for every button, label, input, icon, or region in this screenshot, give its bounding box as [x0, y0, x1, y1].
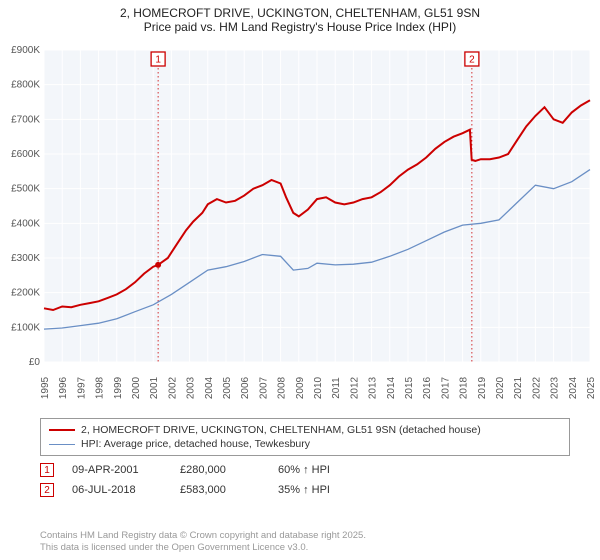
transaction-price: £583,000 [180, 484, 260, 496]
svg-text:2025: 2025 [586, 376, 597, 399]
svg-text:£200K: £200K [11, 288, 40, 299]
svg-text:1997: 1997 [76, 376, 87, 399]
footer-line1: Contains HM Land Registry data © Crown c… [40, 530, 366, 542]
svg-text:2006: 2006 [240, 376, 251, 399]
legend: 2, HOMECROFT DRIVE, UCKINGTON, CHELTENHA… [40, 418, 570, 456]
transaction-date: 06-JUL-2018 [72, 484, 162, 496]
svg-text:2001: 2001 [149, 376, 160, 399]
svg-text:£500K: £500K [11, 184, 40, 195]
svg-text:2024: 2024 [568, 376, 579, 399]
svg-text:2018: 2018 [459, 376, 470, 399]
svg-text:2016: 2016 [422, 376, 433, 399]
svg-text:£700K: £700K [11, 114, 40, 125]
svg-text:2014: 2014 [386, 376, 397, 399]
title-subtitle: Price paid vs. HM Land Registry's House … [10, 20, 590, 34]
title-address: 2, HOMECROFT DRIVE, UCKINGTON, CHELTENHA… [10, 6, 590, 20]
svg-text:2012: 2012 [349, 376, 360, 399]
svg-text:£900K: £900K [11, 45, 40, 56]
svg-text:2019: 2019 [477, 376, 488, 399]
transaction-row: 2 06-JUL-2018 £583,000 35% ↑ HPI [40, 480, 570, 500]
svg-text:2022: 2022 [531, 376, 542, 399]
footer-attribution: Contains HM Land Registry data © Crown c… [40, 530, 366, 554]
transaction-date: 09-APR-2001 [72, 464, 162, 476]
svg-text:2020: 2020 [495, 376, 506, 399]
legend-swatch [49, 429, 75, 431]
svg-text:£400K: £400K [11, 218, 40, 229]
transaction-marker-icon: 2 [40, 483, 54, 497]
svg-text:2010: 2010 [313, 376, 324, 399]
chart-svg: £0 £100K £200K £300K £400K £500K £600K £700K £80… [0, 36, 600, 416]
svg-text:2005: 2005 [222, 376, 233, 399]
svg-text:1999: 1999 [113, 376, 124, 399]
footer-line2: This data is licensed under the Open Gov… [40, 542, 366, 554]
transaction-price: £280,000 [180, 464, 260, 476]
legend-item: HPI: Average price, detached house, Tewk… [49, 437, 561, 451]
transaction-row: 1 09-APR-2001 £280,000 60% ↑ HPI [40, 460, 570, 480]
svg-text:2015: 2015 [404, 376, 415, 399]
svg-text:£100K: £100K [11, 322, 40, 333]
svg-text:£600K: £600K [11, 149, 40, 160]
chart-area: £0 £100K £200K £300K £400K £500K £600K £700K £80… [0, 36, 600, 416]
transaction-hpi: 35% ↑ HPI [278, 484, 368, 496]
legend-label: 2, HOMECROFT DRIVE, UCKINGTON, CHELTENHA… [81, 424, 481, 436]
svg-text:2003: 2003 [186, 376, 197, 399]
chart-title-block: 2, HOMECROFT DRIVE, UCKINGTON, CHELTENHA… [0, 0, 600, 36]
svg-text:2017: 2017 [440, 376, 451, 399]
svg-text:2011: 2011 [331, 377, 342, 399]
svg-text:£0: £0 [29, 357, 41, 368]
svg-text:2008: 2008 [277, 376, 288, 399]
svg-text:2002: 2002 [167, 376, 178, 399]
svg-text:2021: 2021 [513, 376, 524, 399]
transaction-marker-icon: 1 [40, 463, 54, 477]
transaction-hpi: 60% ↑ HPI [278, 464, 368, 476]
legend-swatch [49, 444, 75, 445]
svg-text:2: 2 [469, 55, 475, 66]
svg-text:£800K: £800K [11, 80, 40, 91]
svg-text:1998: 1998 [95, 376, 106, 399]
svg-text:£300K: £300K [11, 253, 40, 264]
svg-text:1: 1 [155, 55, 161, 66]
transactions-table: 1 09-APR-2001 £280,000 60% ↑ HPI 2 06-JU… [40, 460, 570, 500]
svg-text:2004: 2004 [204, 376, 215, 399]
svg-text:2023: 2023 [550, 376, 561, 399]
svg-text:2007: 2007 [258, 376, 269, 399]
svg-text:1996: 1996 [58, 376, 69, 399]
svg-text:2009: 2009 [295, 376, 306, 399]
svg-text:1995: 1995 [40, 376, 51, 399]
legend-label: HPI: Average price, detached house, Tewk… [81, 438, 310, 450]
svg-text:2013: 2013 [368, 376, 379, 399]
legend-item: 2, HOMECROFT DRIVE, UCKINGTON, CHELTENHA… [49, 423, 561, 437]
svg-text:2000: 2000 [131, 376, 142, 399]
